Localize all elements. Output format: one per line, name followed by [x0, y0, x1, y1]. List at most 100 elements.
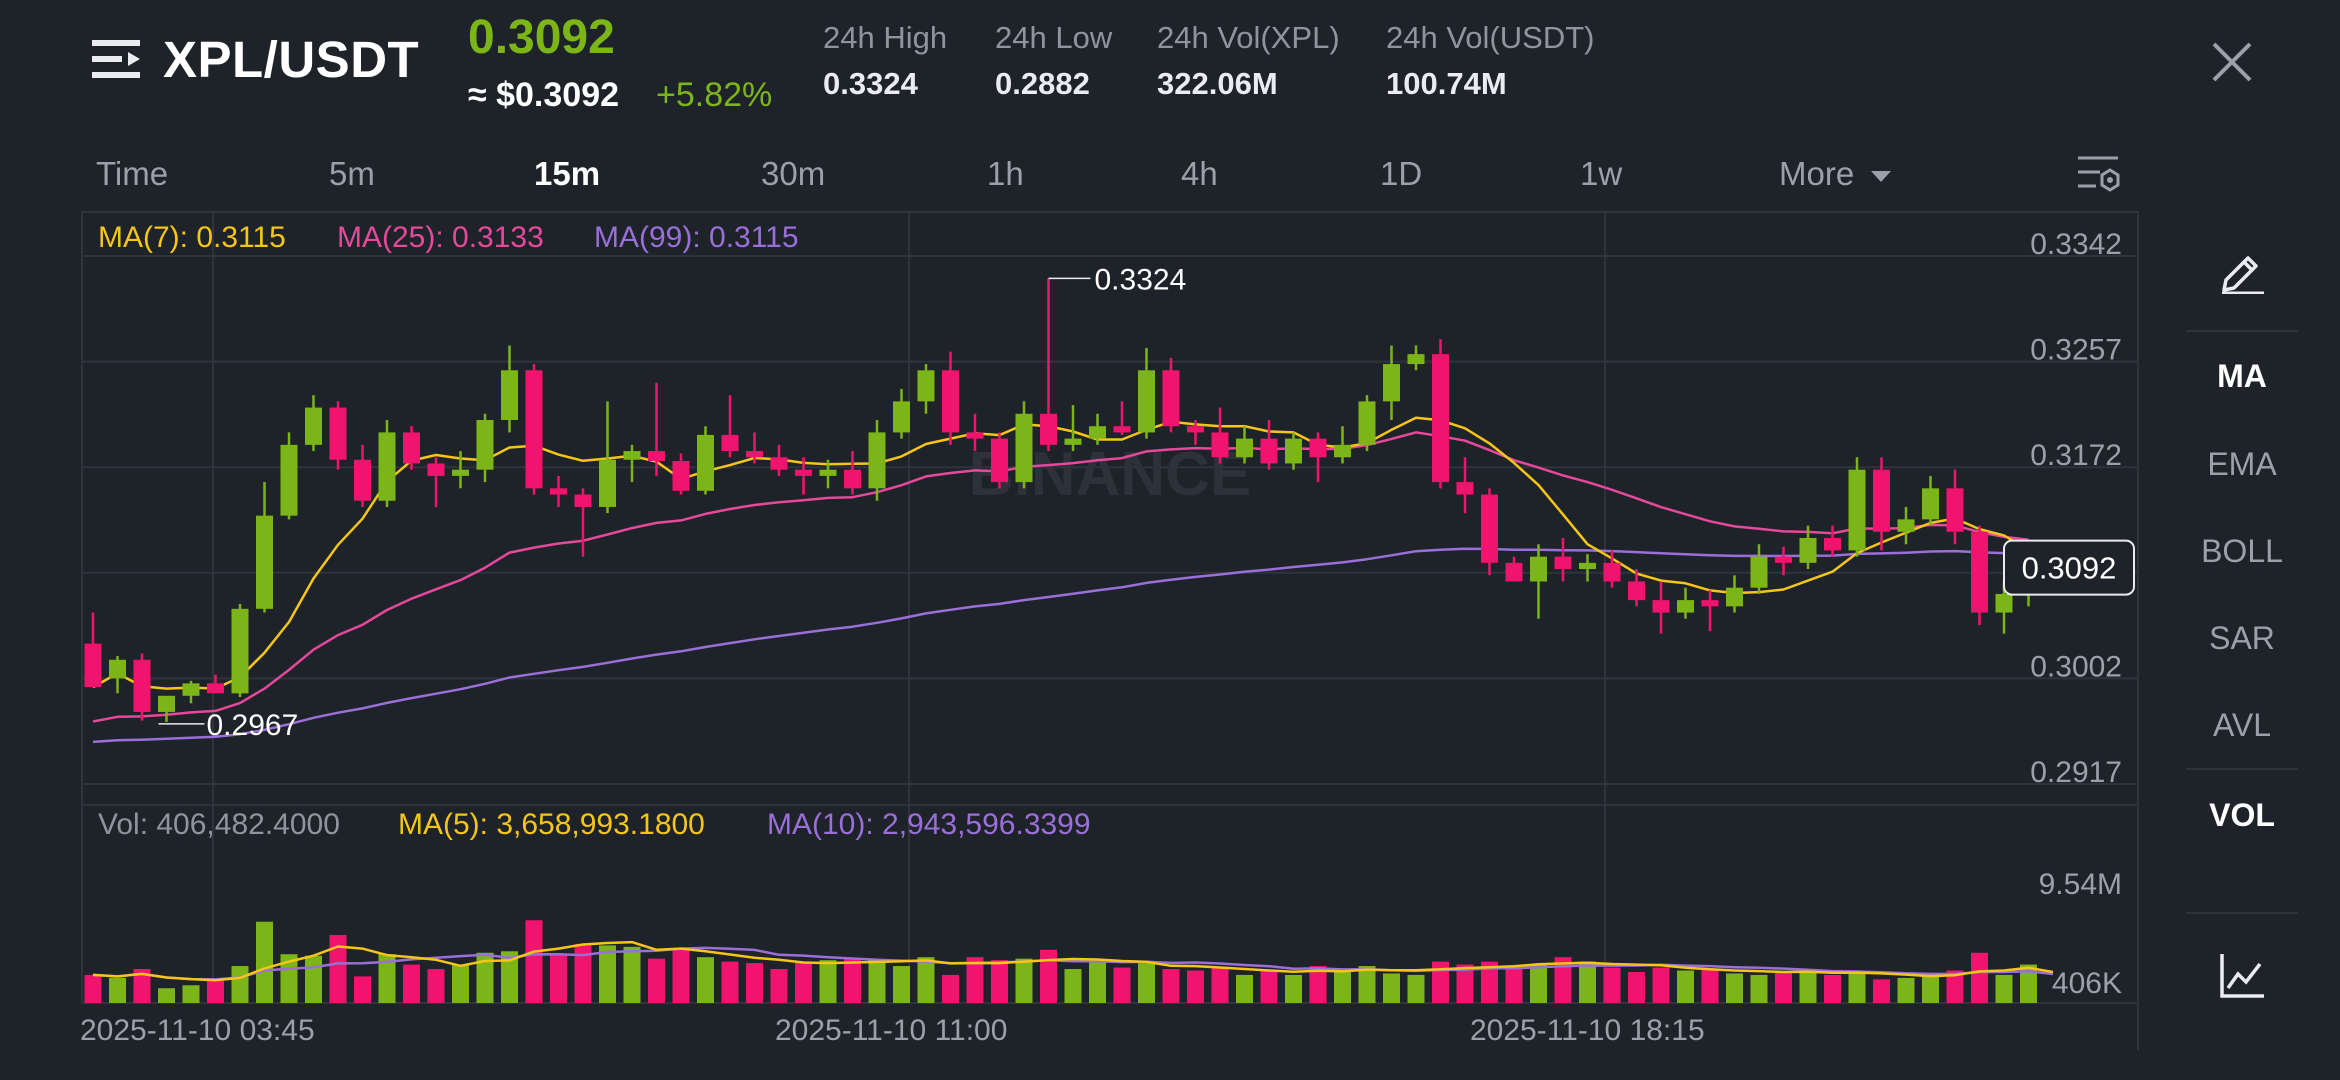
candle-body [1064, 438, 1082, 445]
candle-body [1113, 426, 1131, 433]
volume-bar [1432, 961, 1449, 1003]
volume-bar [501, 951, 518, 1003]
low-marker-label: 0.2967 [207, 709, 299, 742]
candle-body [1971, 531, 1988, 613]
price-tick-label: 0.3002 [2030, 650, 2122, 683]
candle-body [942, 370, 959, 433]
pair-title[interactable]: XPL/USDT [163, 31, 420, 88]
candle-body [1309, 438, 1327, 458]
stat-label-24h-high: 24h High [823, 20, 948, 55]
volume-bar [1946, 970, 1964, 1003]
volume-bar [770, 969, 788, 1003]
candle-body [1848, 469, 1866, 551]
candle-body [1211, 432, 1229, 458]
volume-bar [109, 977, 126, 1003]
tab-1w[interactable]: 1w [1580, 155, 1623, 192]
volume-bar [672, 948, 690, 1003]
candle-body [770, 457, 788, 470]
candle-body [133, 659, 151, 712]
candle-body [1334, 444, 1351, 458]
volume-bar [648, 958, 665, 1003]
draw-pencil-icon[interactable] [2218, 246, 2268, 294]
candle-body [1897, 519, 1915, 532]
candle-body [182, 683, 200, 696]
volume-bar [133, 969, 151, 1003]
candle-body [599, 459, 616, 507]
tool-avl[interactable]: AVL [2212, 707, 2272, 743]
candle-body [1652, 600, 1670, 613]
tab-1h[interactable]: 1h [987, 155, 1024, 192]
tab-5m[interactable]: 5m [329, 155, 375, 192]
candle-body [1799, 538, 1817, 563]
volume-bar [1603, 967, 1621, 1003]
volume-bar [1873, 979, 1890, 1003]
tab-4h[interactable]: 4h [1181, 155, 1218, 192]
time-tick-label: 2025-11-10 11:00 [775, 1014, 1007, 1047]
tab-30m[interactable]: 30m [761, 155, 826, 192]
tool-ema[interactable]: EMA [2207, 446, 2277, 482]
volume-tick-label: 406K [2052, 967, 2122, 1000]
volume-bar [1138, 963, 1155, 1003]
usd-price: ≈ $0.3092 [468, 76, 620, 114]
candle-body [158, 695, 175, 712]
chart-settings-icon[interactable] [2074, 150, 2122, 198]
volume-bar [182, 985, 200, 1003]
candle-body [1285, 438, 1302, 464]
volume-bar [329, 935, 347, 1003]
volume-bar [1579, 961, 1596, 1003]
volume-bar [795, 961, 812, 1003]
candle-body [1750, 556, 1768, 588]
candle-body [1040, 413, 1057, 445]
candle-body [795, 469, 812, 476]
ma7-legend: MA(7): 0.3115 [98, 221, 286, 254]
vol-ma10-legend: MA(10): 2,943,596.3399 [767, 808, 1091, 841]
volume-bar [1211, 967, 1229, 1003]
volume-bar [1701, 969, 1719, 1003]
candle-body [378, 432, 396, 501]
candle-body [966, 432, 984, 439]
candle-body [1579, 562, 1596, 570]
candle-body [354, 459, 371, 501]
tool-boll[interactable]: BOLL [2201, 533, 2283, 569]
stat-label-24h-vol-usdt: 24h Vol(USDT) [1386, 20, 1595, 55]
volume-bar [893, 966, 910, 1003]
stat-label-24h-low: 24h Low [995, 20, 1113, 55]
volume-bar [868, 960, 886, 1003]
volume-bar [1456, 964, 1474, 1003]
volume-bar [84, 974, 102, 1003]
volume-bar [1187, 970, 1204, 1003]
ma25-legend: MA(25): 0.3133 [337, 221, 544, 254]
candle-body [1456, 482, 1474, 495]
tool-ma[interactable]: MA [2217, 358, 2267, 394]
menu-icon[interactable] [92, 36, 142, 86]
volume-bar [746, 963, 763, 1003]
tab-more[interactable]: More [1779, 155, 1893, 193]
volume-bar [1750, 974, 1768, 1003]
volume-bar [697, 957, 714, 1003]
tool-vol[interactable]: VOL [2209, 797, 2275, 833]
candle-body [452, 469, 469, 476]
candle-body [1726, 587, 1743, 607]
tool-sar[interactable]: SAR [2209, 620, 2275, 656]
volume-bar [2020, 964, 2037, 1003]
volume-bar [1897, 977, 1915, 1003]
volume-bar [1407, 974, 1425, 1003]
close-icon[interactable] [2208, 38, 2256, 86]
tab-1d[interactable]: 1D [1380, 155, 1423, 192]
volume-bar [1652, 967, 1670, 1003]
price-tick-label: 0.3257 [2030, 334, 2122, 367]
volume-bar [305, 955, 322, 1003]
candle-body [844, 469, 861, 489]
tab-15m[interactable]: 15m [534, 155, 601, 192]
indicator-chart-icon[interactable] [2218, 950, 2268, 1000]
tab-time[interactable]: Time [96, 155, 169, 192]
volume-bar [280, 954, 298, 1003]
candle-body [501, 370, 518, 420]
candle-body [427, 463, 445, 476]
volume-bar [1113, 967, 1131, 1003]
candle-body [305, 407, 322, 445]
volume-bar [1334, 970, 1351, 1003]
volume-bar [966, 957, 984, 1003]
volume-bar [1383, 973, 1400, 1003]
